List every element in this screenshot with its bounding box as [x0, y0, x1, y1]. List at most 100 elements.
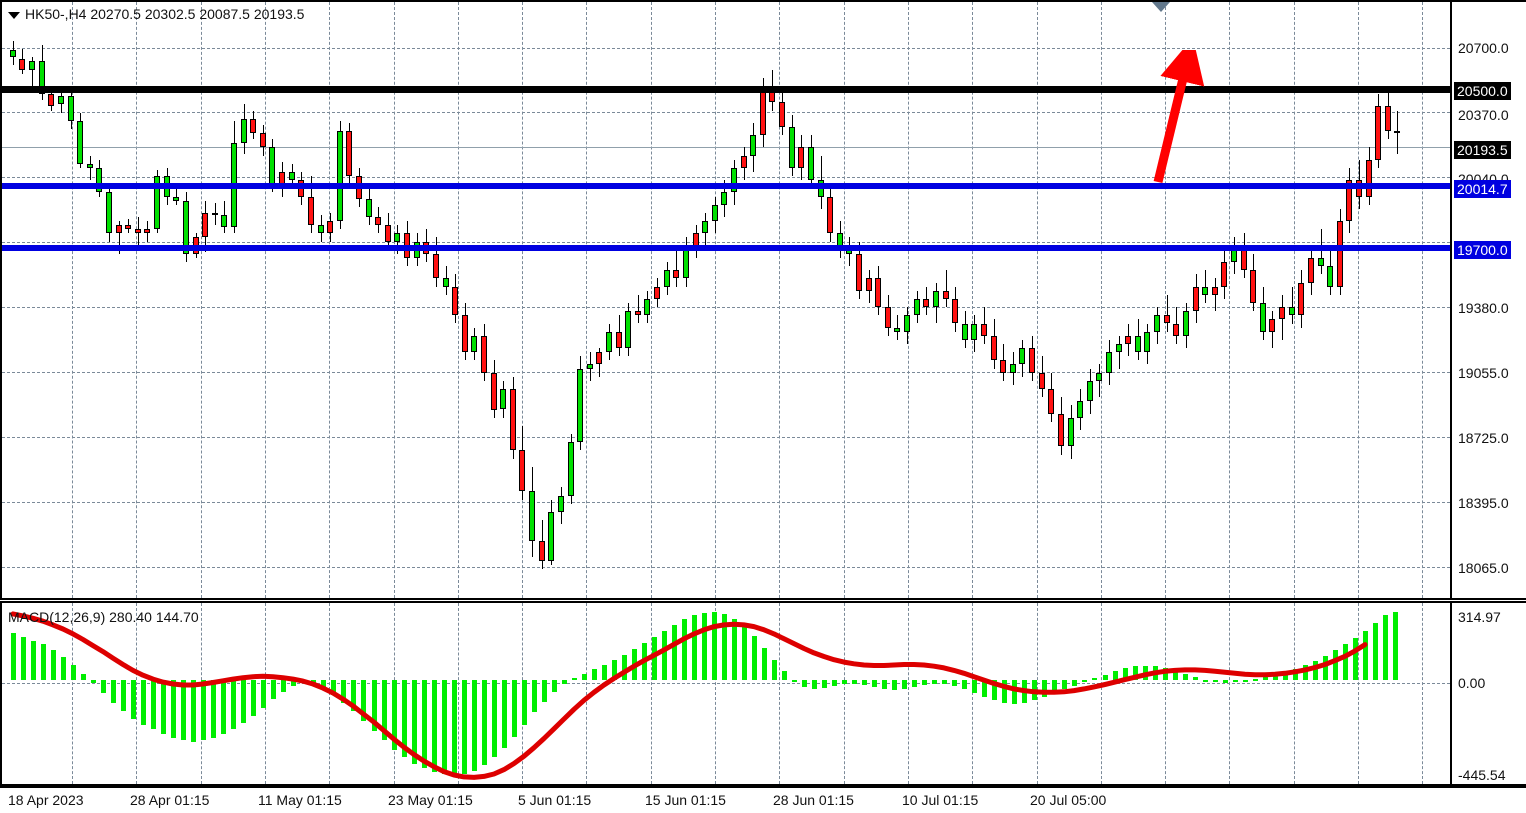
macd-histogram-bar — [1223, 679, 1228, 683]
macd-histogram-bar — [1393, 611, 1398, 680]
macd-histogram-bar — [121, 679, 126, 712]
resistance-20014[interactable] — [2, 183, 1450, 189]
macd-histogram-bar — [962, 679, 967, 690]
vertical-gridline — [1100, 2, 1102, 598]
horizontal-gridline — [2, 372, 1450, 373]
candle-body — [125, 225, 131, 230]
price-axis-label: 19055.0 — [1458, 365, 1509, 381]
price-axis[interactable]: 20700.0 20500.0 20370.0 20193.5 20040.0 20014… — [1452, 0, 1526, 600]
candle-body — [1164, 315, 1170, 324]
macd-histogram-bar — [622, 655, 627, 680]
macd-histogram-bar — [41, 644, 46, 680]
candle-body — [933, 290, 939, 308]
price-plot-area[interactable] — [2, 2, 1450, 598]
macd-histogram-bar — [1012, 679, 1017, 704]
macd-histogram-bar — [802, 679, 807, 687]
macd-histogram-bar — [1323, 655, 1328, 680]
candle-body — [173, 196, 179, 201]
macd-histogram-bar — [552, 679, 557, 692]
candle-body — [664, 270, 670, 287]
candle-body — [1144, 331, 1150, 353]
macd-histogram-bar — [1052, 679, 1057, 693]
macd-plot-area[interactable] — [2, 603, 1450, 784]
vertical-gridline — [329, 2, 331, 598]
candle-body — [981, 323, 987, 336]
candle-body — [1154, 315, 1160, 332]
vertical-gridline — [650, 2, 652, 598]
candle-body — [1106, 352, 1112, 373]
candle-body — [1019, 348, 1025, 365]
macd-histogram-bar — [972, 679, 977, 693]
caret-down-icon[interactable] — [8, 11, 20, 19]
macd-histogram-bar — [942, 679, 947, 685]
vertical-gridline — [1165, 2, 1167, 598]
candle-body — [394, 233, 400, 242]
candle-body — [77, 120, 83, 164]
candle-body — [616, 331, 622, 349]
macd-histogram-bar — [281, 679, 286, 692]
macd-histogram-bar — [992, 679, 997, 701]
vertical-gridline — [264, 2, 266, 598]
macd-histogram-bar — [1092, 678, 1097, 681]
price-axis-label: 20500.0 — [1454, 82, 1511, 100]
macd-histogram-bar — [452, 679, 457, 776]
macd-histogram-bar — [392, 679, 397, 751]
candle-body — [894, 327, 900, 332]
macd-histogram-bar — [101, 679, 106, 693]
candle-body — [1039, 372, 1045, 390]
macd-axis[interactable]: 314.97 0.00 -445.54 — [1452, 601, 1526, 786]
candle-body — [289, 171, 295, 181]
candle-body — [943, 290, 949, 299]
candle-body — [260, 133, 266, 148]
candle-body — [1068, 417, 1074, 447]
candle-body — [1241, 249, 1247, 271]
candle-body — [29, 61, 35, 70]
macd-histogram-bar — [1183, 673, 1188, 680]
candle-body — [19, 59, 25, 70]
candle-body — [327, 221, 333, 234]
candle-body — [577, 368, 583, 443]
macd-histogram-bar — [882, 679, 887, 689]
macd-histogram-bar — [1123, 667, 1128, 680]
macd-histogram-bar — [11, 633, 16, 680]
macd-histogram-bar — [1002, 679, 1007, 703]
support-19700[interactable] — [2, 245, 1450, 251]
macd-indicator-panel[interactable]: MACD(12,26,9) 280.40 144.70 — [0, 601, 1452, 786]
resistance-20500[interactable] — [2, 86, 1450, 93]
candle-body — [760, 90, 766, 136]
macd-histogram-bar — [732, 618, 737, 680]
vertical-gridline — [843, 603, 845, 784]
candle-body — [144, 229, 150, 234]
macd-histogram-bar — [412, 679, 417, 764]
candle-body — [385, 225, 391, 242]
macd-histogram-bar — [462, 679, 467, 775]
candle-body — [1327, 266, 1333, 287]
macd-histogram-bar — [372, 679, 377, 731]
macd-histogram-bar — [422, 679, 427, 769]
candle-body — [1394, 131, 1400, 134]
time-axis[interactable]: 18 Apr 2023 28 Apr 01:15 11 May 01:15 23 Ma… — [0, 786, 1526, 813]
macd-histogram-bar — [161, 679, 166, 735]
candle-body — [1385, 106, 1391, 131]
price-axis-label: 19380.0 — [1458, 300, 1509, 316]
macd-histogram-bar — [872, 679, 877, 687]
macd-histogram-bar — [211, 679, 216, 738]
candle-body — [558, 495, 564, 512]
macd-histogram-bar — [201, 679, 206, 741]
time-axis-label: 18 Apr 2023 — [8, 792, 84, 808]
candle-wick — [946, 270, 947, 308]
candle-body — [885, 307, 891, 328]
candle-body — [1202, 286, 1208, 295]
price-chart-panel[interactable]: HK50-,H4 20270.5 20302.5 20087.5 20193.5 — [0, 0, 1452, 600]
horizontal-gridline — [2, 242, 1450, 243]
candle-body — [1010, 364, 1016, 373]
period-separator-marker-icon — [1152, 2, 1170, 12]
candle-body — [48, 94, 54, 107]
candle-body — [500, 389, 506, 410]
candle-body — [779, 102, 785, 127]
vertical-gridline — [1229, 2, 1231, 598]
candle-body — [1135, 335, 1141, 353]
vertical-gridline — [843, 2, 845, 598]
macd-histogram-bar — [782, 671, 787, 680]
vertical-gridline — [1293, 603, 1295, 784]
